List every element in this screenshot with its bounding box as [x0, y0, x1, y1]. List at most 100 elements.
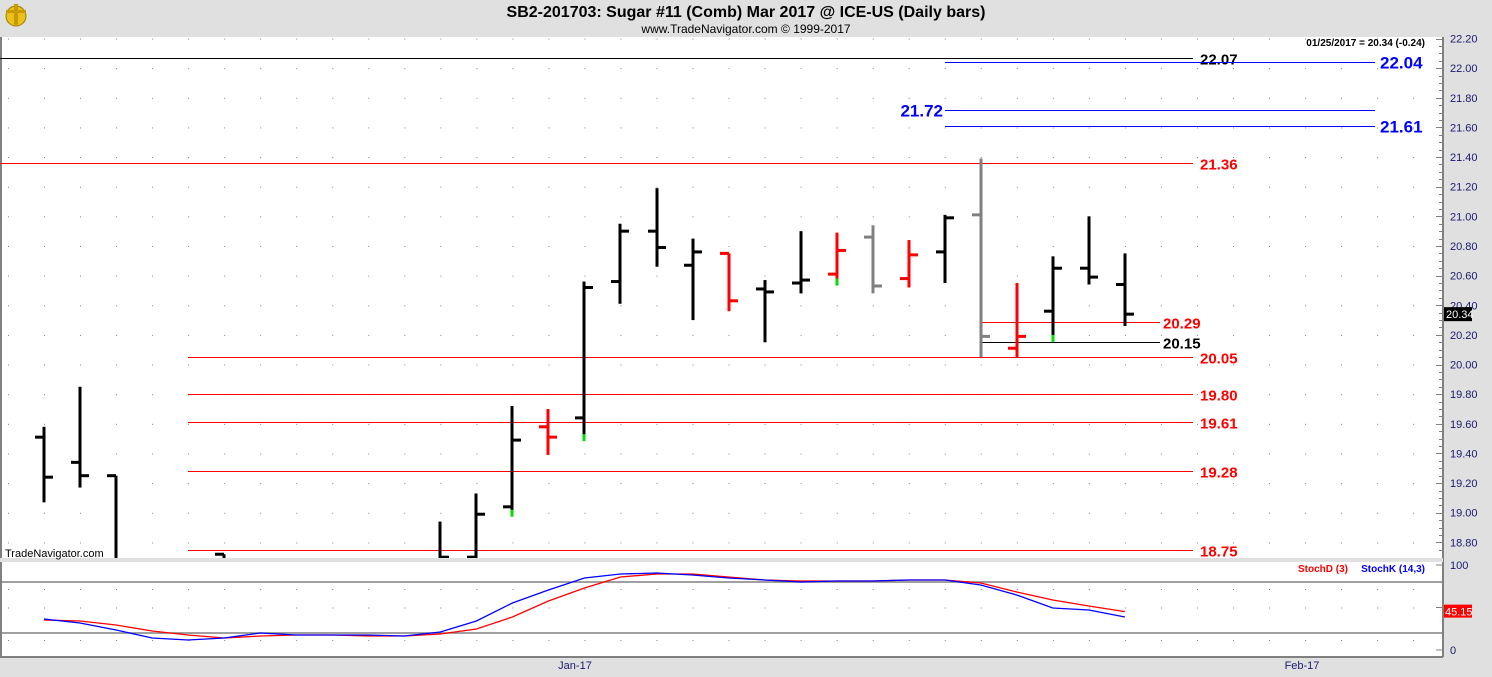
grid-dot [584, 453, 586, 455]
grid-dot [80, 589, 82, 590]
grid-dot [7, 127, 9, 129]
grid-dot [656, 453, 658, 455]
grid-dot [908, 38, 910, 40]
grid-dot [764, 589, 766, 590]
date-tick-label: Jan-17 [558, 660, 592, 672]
grid-dot [1413, 38, 1415, 40]
grid-dot [728, 589, 730, 590]
grid-dot [764, 157, 766, 159]
grid-dot [368, 607, 370, 609]
grid-dot [116, 216, 118, 218]
bar-range [655, 188, 659, 267]
grid-dot [1269, 453, 1271, 455]
grid-dot [944, 305, 946, 307]
grid-dot [548, 640, 550, 641]
grid-dot [728, 186, 730, 188]
grid-dot [152, 589, 154, 590]
grid-dot [7, 305, 9, 307]
grid-dot [1160, 305, 1162, 307]
grid-dot [908, 157, 910, 159]
grid-dot [800, 483, 802, 485]
grid-dot [1016, 38, 1018, 40]
grid-dot [224, 38, 226, 40]
grid-dot [1160, 542, 1162, 544]
grid-dot [980, 38, 982, 40]
price-tick-label: 21.80 [1450, 93, 1478, 105]
grid-dot [1196, 394, 1198, 396]
grid-dot [692, 423, 694, 425]
grid-dot [404, 364, 406, 366]
grid-dot [80, 607, 82, 609]
grid-dot [1088, 127, 1090, 129]
grid-dot [152, 127, 154, 129]
grid-dot [7, 157, 9, 159]
grid-dot [584, 157, 586, 159]
grid-dot [116, 186, 118, 188]
grid-dot [440, 127, 442, 129]
bar-open-tick [900, 277, 909, 281]
ohlc-bar [828, 232, 846, 286]
grid-dot [1016, 640, 1018, 641]
grid-dot [1377, 127, 1379, 129]
grid-dot [1413, 97, 1415, 99]
grid-dot [80, 157, 82, 159]
grid-dot [1052, 127, 1054, 129]
grid-dot [80, 334, 82, 336]
grid-dot [1088, 483, 1090, 485]
grid-dot [1232, 483, 1234, 485]
level-label: 22.04 [1380, 54, 1423, 73]
grid-dot [620, 157, 622, 159]
grid-dot [764, 512, 766, 514]
grid-dot [7, 186, 9, 188]
ohlc-bar [1080, 216, 1098, 285]
price-tick-label: 19.00 [1450, 508, 1478, 520]
grid-dot [1305, 186, 1307, 188]
grid-dot [260, 607, 262, 609]
grid-dot [44, 97, 45, 99]
grid-dot [476, 216, 478, 218]
bar-open-tick [467, 555, 476, 558]
grid-dot [116, 607, 118, 609]
grid-dot [7, 334, 9, 336]
grid-dot [764, 186, 766, 188]
grid-dot [440, 216, 442, 218]
grid-dot [584, 483, 586, 485]
level-label: 21.72 [900, 102, 943, 121]
grid-dot [692, 97, 694, 99]
grid-dot [224, 305, 226, 307]
price-axis: 22.20 22.00 21.80 21.60 21.40 21.20 21.00 20.80… [0, 34, 1478, 562]
grid-dot [296, 453, 298, 455]
bar-close-tick [620, 229, 629, 233]
grid-dot [1124, 512, 1126, 514]
grid-dot [188, 275, 190, 277]
grid-dot [116, 97, 118, 99]
grid-dot [1160, 157, 1162, 159]
grid-dot [620, 334, 622, 336]
grid-dot [980, 542, 982, 544]
grid-dot [980, 364, 982, 366]
bar-open-tick [71, 460, 80, 464]
grid-dot [1269, 38, 1271, 40]
grid-dot [224, 127, 226, 129]
grid-dot [188, 38, 190, 40]
grid-dot [1088, 157, 1090, 159]
grid-dot [1124, 542, 1126, 544]
grid-dot [800, 38, 802, 40]
grid-dot [1160, 127, 1162, 129]
grid-dot [404, 275, 406, 277]
grid-dot [1052, 589, 1054, 590]
bar-marker [835, 278, 839, 286]
grid-dot [80, 640, 82, 641]
grid-dot [800, 423, 802, 425]
bar-marker [582, 434, 586, 442]
grid-dot [1269, 245, 1271, 247]
grid-dot [116, 305, 118, 307]
grid-dot [332, 38, 334, 40]
grid-dot [368, 186, 370, 188]
grid-dot [1413, 483, 1415, 485]
grid-dot [332, 607, 334, 609]
grid-dot [296, 97, 298, 99]
grid-dot [1413, 68, 1415, 70]
grid-dot [1052, 157, 1054, 159]
